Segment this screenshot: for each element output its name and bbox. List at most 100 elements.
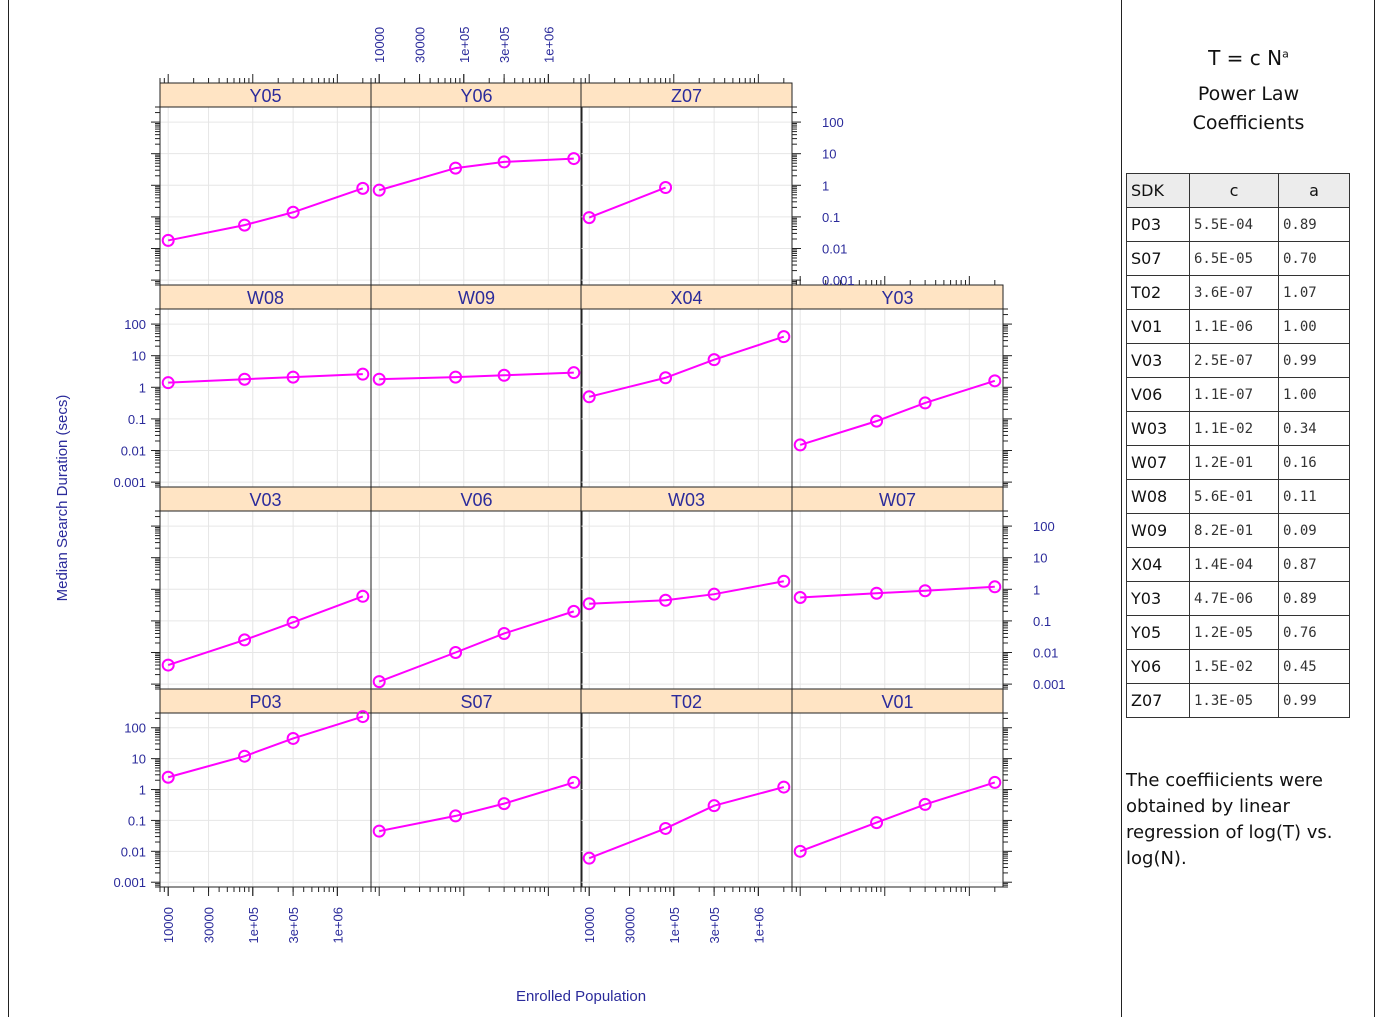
cell-a: 0.09 bbox=[1278, 513, 1350, 548]
data-point bbox=[870, 414, 884, 428]
cell-c: 1.1E-06 bbox=[1189, 309, 1279, 344]
data-point bbox=[659, 181, 673, 195]
data-point bbox=[988, 374, 1002, 388]
cell-c: 2.5E-07 bbox=[1189, 343, 1279, 378]
cell-c: 5.5E-04 bbox=[1189, 207, 1279, 242]
data-point bbox=[238, 633, 252, 647]
data-point bbox=[238, 218, 252, 232]
regression-note: The coeffiicients were obtained by linea… bbox=[1126, 770, 1333, 869]
y-tick-label: 0.01 bbox=[1033, 645, 1058, 660]
cell-a: 0.89 bbox=[1278, 207, 1350, 242]
cell-a: 0.45 bbox=[1278, 649, 1350, 684]
cell-sdk: V01 bbox=[1126, 309, 1190, 344]
data-point bbox=[793, 438, 807, 452]
cell-sdk: Y03 bbox=[1126, 581, 1190, 616]
data-point bbox=[356, 367, 370, 381]
cell-sdk: W09 bbox=[1126, 513, 1190, 548]
cell-sdk: Y06 bbox=[1126, 649, 1190, 684]
x-tick-label-top: 10000 bbox=[372, 27, 387, 63]
formula: T = c Na bbox=[1122, 46, 1375, 70]
panel-strip bbox=[370, 688, 583, 714]
data-point bbox=[372, 372, 386, 386]
data-point bbox=[567, 366, 581, 380]
series-line-Y05 bbox=[167, 187, 364, 242]
data-point bbox=[870, 816, 884, 830]
series-line-Y06 bbox=[378, 157, 574, 192]
cell-a: 0.99 bbox=[1278, 683, 1350, 718]
data-point bbox=[497, 797, 511, 811]
cell-c: 5.6E-01 bbox=[1189, 479, 1279, 514]
y-tick-label: 0.1 bbox=[822, 210, 840, 225]
panel-frame bbox=[370, 510, 583, 690]
y-axis-label: Median Search Duration (secs) bbox=[54, 395, 71, 602]
data-point bbox=[659, 371, 673, 385]
x-axis-label: Enrolled Population bbox=[516, 988, 646, 1005]
data-point bbox=[449, 161, 463, 175]
cell-sdk: X04 bbox=[1126, 547, 1190, 582]
formula-exponent: a bbox=[1282, 47, 1289, 61]
panel-frame bbox=[580, 106, 793, 286]
cell-c: 1.3E-05 bbox=[1189, 683, 1279, 718]
data-point bbox=[918, 396, 932, 410]
panel-strip bbox=[580, 486, 793, 512]
data-point bbox=[988, 775, 1002, 789]
panel-frame bbox=[791, 308, 1004, 488]
x-tick-label-bottom: 30000 bbox=[623, 907, 638, 943]
panel-title: W07 bbox=[879, 490, 916, 510]
data-point bbox=[161, 658, 175, 672]
header-c: c bbox=[1189, 173, 1279, 208]
y-tick-label: 10 bbox=[132, 752, 146, 767]
cell-sdk: W03 bbox=[1126, 411, 1190, 446]
cell-a: 0.16 bbox=[1278, 445, 1350, 480]
cell-c: 6.5E-05 bbox=[1189, 241, 1279, 276]
y-tick-label: 0.01 bbox=[822, 241, 847, 256]
series-line-W09 bbox=[379, 371, 574, 381]
data-point bbox=[497, 155, 511, 169]
data-point bbox=[777, 780, 791, 794]
data-point bbox=[777, 574, 791, 588]
data-point bbox=[161, 233, 175, 247]
y-tick-label: 10 bbox=[132, 349, 146, 364]
x-tick-label-bottom: 1e+06 bbox=[751, 907, 766, 944]
data-point bbox=[356, 589, 370, 603]
data-point bbox=[659, 821, 673, 835]
data-point bbox=[707, 353, 721, 367]
cell-c: 4.7E-06 bbox=[1189, 581, 1279, 616]
data-point bbox=[793, 844, 807, 858]
data-point bbox=[777, 330, 791, 344]
cell-sdk: W08 bbox=[1126, 479, 1190, 514]
x-tick-label-bottom: 1e+06 bbox=[330, 907, 345, 944]
y-tick-label: 1 bbox=[139, 380, 146, 395]
data-point bbox=[286, 205, 300, 219]
table-row: P03 5.5E-04 0.89 bbox=[1126, 207, 1350, 242]
cell-a: 0.11 bbox=[1278, 479, 1350, 514]
data-point bbox=[567, 775, 581, 789]
y-tick-label: 10 bbox=[1033, 551, 1047, 566]
series-line-S07 bbox=[379, 781, 575, 833]
data-point bbox=[356, 710, 370, 724]
y-tick-label: 1 bbox=[822, 178, 829, 193]
y-tick-label: 0.001 bbox=[822, 273, 855, 288]
x-tick-label-bottom: 30000 bbox=[202, 907, 217, 943]
data-point bbox=[918, 584, 932, 598]
panel-title: Z07 bbox=[671, 86, 702, 106]
formula-main: T = c N bbox=[1208, 46, 1283, 70]
table-header-row: SDK c a bbox=[1126, 173, 1350, 208]
panel-frame bbox=[791, 510, 1004, 690]
series-line-W07 bbox=[800, 585, 995, 599]
data-point bbox=[988, 580, 1002, 594]
panel-frame bbox=[791, 712, 1004, 888]
panel-frame bbox=[370, 308, 583, 488]
x-tick-label-top: 30000 bbox=[413, 27, 428, 63]
cell-a: 0.87 bbox=[1278, 547, 1350, 582]
x-tick-label-bottom: 3e+05 bbox=[286, 907, 301, 944]
cell-sdk: P03 bbox=[1126, 207, 1190, 242]
panel-strip bbox=[370, 82, 583, 108]
data-point bbox=[870, 586, 884, 600]
data-point bbox=[372, 824, 386, 838]
cell-a: 1.00 bbox=[1278, 309, 1350, 344]
panel-strip bbox=[159, 284, 372, 310]
x-tick-label-bottom: 1e+05 bbox=[667, 907, 682, 944]
panel-title: T02 bbox=[671, 692, 702, 712]
cell-a: 0.34 bbox=[1278, 411, 1350, 446]
